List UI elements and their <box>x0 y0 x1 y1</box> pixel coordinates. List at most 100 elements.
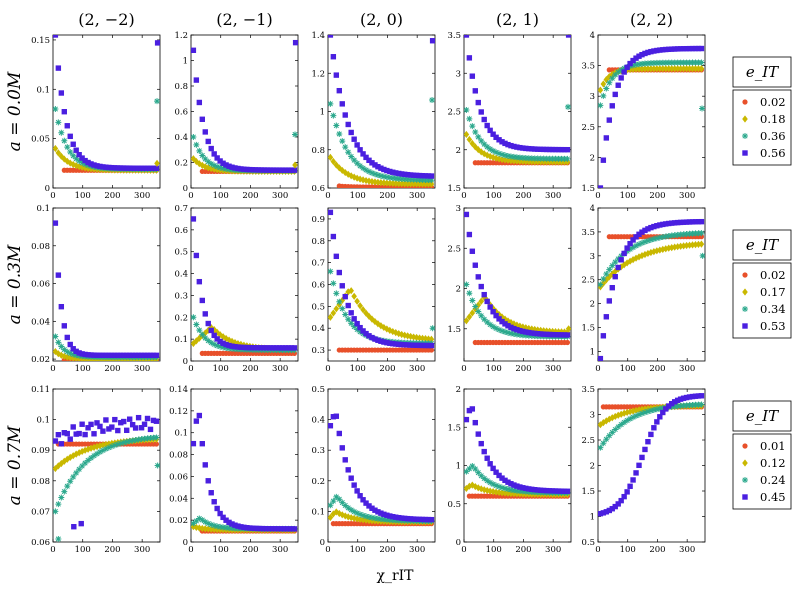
data-point <box>612 426 619 433</box>
data-point <box>193 77 200 83</box>
data-point <box>642 446 648 453</box>
data-point <box>232 522 238 528</box>
data-point <box>490 147 497 154</box>
data-point <box>132 352 139 359</box>
data-point <box>600 80 607 88</box>
data-point <box>499 318 505 325</box>
data-point <box>666 403 672 409</box>
y-tick-label: 0.3 <box>174 291 188 301</box>
data-point <box>292 131 298 138</box>
data-point <box>70 452 77 460</box>
data-point <box>598 421 604 429</box>
data-point <box>540 146 547 153</box>
data-point <box>469 297 476 304</box>
data-point <box>214 505 220 512</box>
data-point <box>250 167 256 173</box>
data-point <box>699 252 705 259</box>
data-point <box>238 344 244 350</box>
data-point <box>279 167 286 173</box>
data-point <box>502 485 509 492</box>
data-point <box>196 515 203 522</box>
data-point <box>126 416 133 422</box>
data-point <box>645 65 651 73</box>
data-point <box>695 65 702 73</box>
data-point <box>100 428 106 434</box>
data-point <box>220 514 226 521</box>
data-point <box>612 71 619 78</box>
data-point <box>220 160 226 166</box>
data-point <box>401 342 408 348</box>
data-point <box>369 517 375 525</box>
data-point <box>238 524 244 530</box>
series-group <box>598 393 705 517</box>
data-point <box>381 166 387 173</box>
data-point <box>135 414 142 421</box>
data-point <box>648 48 654 55</box>
data-point <box>639 51 645 58</box>
data-point <box>481 141 488 148</box>
data-point <box>404 180 411 188</box>
data-point <box>627 483 633 490</box>
data-point <box>99 447 106 454</box>
data-point <box>598 86 604 94</box>
data-point <box>354 320 360 327</box>
data-point <box>686 219 693 225</box>
legend: e_IT 0.02 0.18 0.36 0.56 <box>732 56 792 166</box>
data-point <box>564 332 571 338</box>
x-tick-label: 200 <box>104 191 120 201</box>
data-point <box>413 172 420 179</box>
x-tick-label: 100 <box>486 545 502 555</box>
y-tick-label: 0.02 <box>31 355 50 365</box>
data-point <box>633 254 639 262</box>
data-point <box>196 147 203 154</box>
y-tick-label: 0.1 <box>36 416 50 426</box>
data-point <box>416 180 423 188</box>
data-point <box>603 271 610 278</box>
data-point <box>540 487 547 494</box>
y-tick-label: 1 <box>590 347 595 357</box>
data-point <box>123 438 130 445</box>
data-point <box>606 507 612 514</box>
data-point <box>76 158 83 165</box>
data-point <box>615 423 622 430</box>
data-point <box>507 330 514 337</box>
data-point <box>147 426 154 433</box>
data-point <box>428 177 435 184</box>
data-point <box>603 135 610 141</box>
data-point <box>276 167 283 173</box>
data-point <box>699 105 705 112</box>
data-point <box>191 314 197 321</box>
data-point <box>360 497 366 503</box>
data-point <box>105 444 112 451</box>
data-point <box>264 345 271 351</box>
data-point <box>351 173 357 181</box>
data-point <box>85 457 92 464</box>
data-point <box>336 87 342 94</box>
data-point <box>656 405 663 412</box>
data-point <box>475 484 482 492</box>
data-point <box>208 164 215 173</box>
data-point <box>603 314 610 320</box>
x-tick-label: 300 <box>134 545 150 555</box>
data-point <box>464 106 470 113</box>
data-point <box>621 69 627 75</box>
data-point <box>348 172 354 180</box>
data-point <box>392 179 399 188</box>
data-point <box>502 489 508 497</box>
data-point <box>91 352 97 358</box>
data-point <box>680 46 687 52</box>
data-point <box>389 327 396 336</box>
x-tick-label: 0 <box>461 545 466 555</box>
data-point <box>88 454 95 461</box>
data-point <box>419 516 426 523</box>
data-point <box>262 525 268 532</box>
data-point <box>97 163 103 170</box>
data-point <box>531 158 538 166</box>
data-point <box>102 445 109 452</box>
data-point <box>205 158 212 165</box>
data-point <box>644 408 651 415</box>
y-tick-label: 0.09 <box>31 446 50 456</box>
data-point <box>680 219 687 225</box>
data-point <box>339 305 346 312</box>
data-point <box>93 450 100 457</box>
